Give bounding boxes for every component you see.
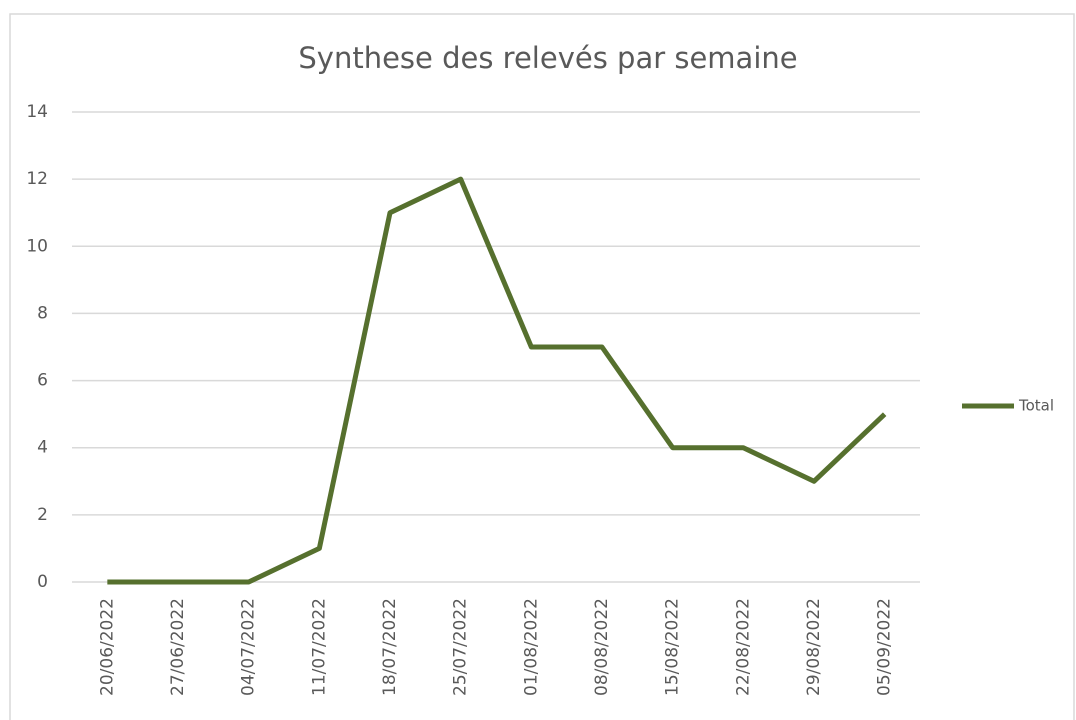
- x-tick-label: 27/06/2022: [168, 598, 188, 696]
- y-tick-label: 10: [26, 236, 48, 256]
- y-tick-label: 0: [37, 572, 48, 592]
- chart-border: [9, 13, 1075, 720]
- y-tick-label: 6: [37, 371, 48, 391]
- x-tick-label: 25/07/2022: [451, 598, 471, 696]
- x-tick-label: 29/08/2022: [804, 598, 824, 696]
- x-tick-label: 18/07/2022: [380, 598, 400, 696]
- x-tick-label: 05/09/2022: [875, 598, 895, 696]
- x-tick-label: 20/06/2022: [97, 598, 117, 696]
- x-tick-label: 04/07/2022: [239, 598, 259, 696]
- line-series: [107, 176, 887, 585]
- y-tick-label: 2: [37, 505, 48, 525]
- x-tick-label: 01/08/2022: [521, 598, 541, 696]
- y-tick-label: 4: [37, 438, 48, 458]
- x-tick-label: 22/08/2022: [733, 598, 753, 696]
- y-tick-label: 8: [37, 303, 48, 323]
- x-tick-label: 08/08/2022: [592, 598, 612, 696]
- x-tick-label: 15/08/2022: [663, 598, 683, 696]
- x-tick-label: 11/07/2022: [309, 598, 329, 696]
- y-tick-label: 12: [26, 169, 48, 189]
- chart-title: Synthese des relevés par semaine: [298, 41, 797, 75]
- y-tick-label: 14: [26, 102, 48, 122]
- legend-label: Total: [1018, 397, 1054, 415]
